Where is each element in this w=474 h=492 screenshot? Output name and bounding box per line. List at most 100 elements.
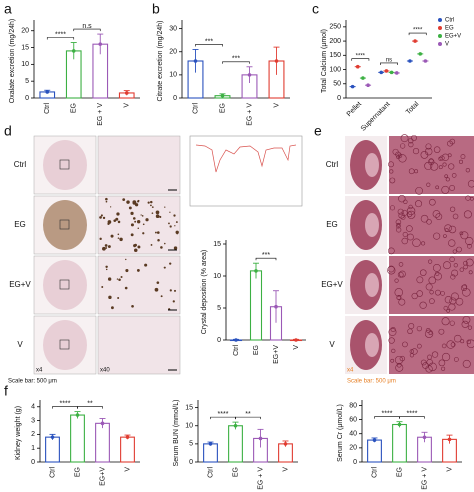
tubule [441,352,451,362]
tubule [416,343,422,349]
x-tick-label: EG + V [97,103,104,126]
tubule [406,225,413,232]
tubule [388,161,394,168]
tubule [453,334,462,343]
crystal-speck [169,225,172,228]
mean-point [233,423,238,428]
tubule [426,219,432,225]
tubule [456,246,462,253]
tubule [449,185,455,191]
bar [95,422,110,463]
crystal-speck [150,244,153,246]
magnification: x4 [36,368,43,374]
tubule [388,337,395,344]
kidney-section [43,260,87,310]
crystal-speck [133,244,137,248]
tubule [396,362,402,368]
tubule [459,231,464,236]
tubule [406,206,416,216]
crystal-speck [110,206,112,208]
tubule [441,153,450,161]
crystal-speck [115,217,119,221]
scale-note: Scale bar: 500 μm [347,379,396,385]
y-axis-label: Serum BUN (mmol/L) [173,400,180,467]
tubule [452,249,457,254]
row-label: EG [14,220,26,229]
y-tick-label: 10 [185,423,193,430]
mean-point [397,422,402,427]
tubule [397,208,404,215]
crystal-speck [132,200,137,204]
significance-label: *** [262,252,270,259]
crystal-speck [159,215,162,219]
y-tick-label: 10 [21,61,29,68]
tubule [398,195,406,203]
tubule [387,265,395,273]
crystal-speck [105,265,108,269]
tubule [438,359,446,367]
tubule [441,366,446,371]
tubule [441,343,447,349]
bar [120,436,135,463]
scale-note: Scale bar: 500 μm [8,379,57,385]
tubule [463,264,468,270]
crystal-speck [134,203,139,207]
x-tick-label: EG [396,467,403,477]
tubule [465,237,474,246]
tubule [460,154,466,160]
crystal-speck [118,278,121,281]
significance-label: n.s [82,23,92,30]
tubule [429,198,436,206]
y-tick-label: 10 [213,273,221,280]
significance-bracket [399,416,425,419]
crystal-speck [116,212,120,216]
tubule [448,239,456,247]
crystal-speck [140,214,142,216]
crystal-speck [120,276,123,279]
spectrum-frame [189,135,303,207]
crystal-speck [100,214,103,217]
mean-point [71,49,76,53]
kidney-medulla [365,213,379,237]
tubule [434,272,442,281]
mean-point [258,436,263,441]
point [413,39,417,43]
tubule [401,209,408,216]
significance-label: **** [407,411,418,418]
crystal-speck [116,278,119,280]
significance-bracket [77,406,103,409]
tubule [434,271,440,276]
tubule [433,146,441,153]
tubule [462,288,471,297]
tubule [408,323,415,330]
point [379,70,384,75]
crystal-speck [160,246,163,249]
y-axis-label: Citrate excretion (mg/24h) [157,21,164,102]
tubule [398,262,404,267]
tubule [425,283,433,291]
tubule [407,210,416,219]
tubule [396,222,401,227]
crystal-speck [173,246,178,250]
y-tick-label: 3 [31,417,35,424]
tubule [458,159,463,164]
tubule [424,147,433,156]
crystal-speck [132,217,136,220]
zoom-box [59,339,70,350]
crystal-speck [136,268,140,272]
y-axis-label: Crystal deposition (% area) [201,250,208,334]
point [408,59,412,63]
tubule [466,339,472,345]
crystal-speck [156,231,160,234]
crystal-speck [137,200,140,203]
point [418,52,423,56]
y-tick-label: 40 [349,431,357,438]
tubule [467,180,474,188]
tubule [461,320,469,328]
crystal-speck [137,227,140,230]
y-tick-label: 0 [189,459,193,466]
crystal-speck [104,244,108,247]
y-tick-label: 80 [349,402,357,409]
